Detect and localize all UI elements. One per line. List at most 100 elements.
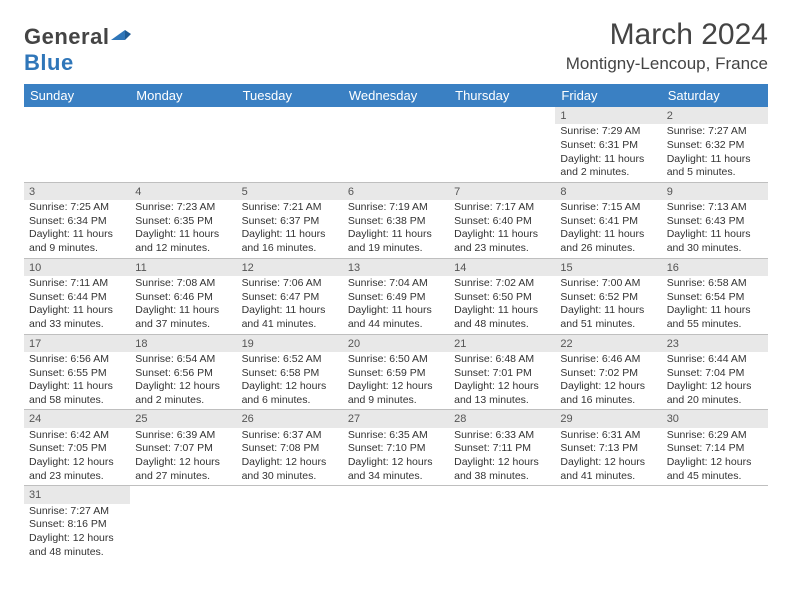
daylight-line: Daylight: 11 hours and 12 minutes. [135, 228, 231, 255]
daylight-line: Daylight: 12 hours and 41 minutes. [560, 456, 656, 483]
sunset-line: Sunset: 7:01 PM [454, 367, 550, 381]
sunset-line: Sunset: 6:31 PM [560, 139, 656, 153]
sunrise-line: Sunrise: 7:08 AM [135, 277, 231, 291]
day-details: Sunrise: 6:46 AMSunset: 7:02 PMDaylight:… [555, 352, 661, 410]
day-details: Sunrise: 7:17 AMSunset: 6:40 PMDaylight:… [449, 200, 555, 258]
daylight-line: Daylight: 11 hours and 48 minutes. [454, 304, 550, 331]
daylight-line: Daylight: 11 hours and 2 minutes. [560, 153, 656, 180]
daylight-line: Daylight: 11 hours and 55 minutes. [667, 304, 763, 331]
day-number: 10 [24, 259, 130, 276]
daylight-line: Daylight: 11 hours and 19 minutes. [348, 228, 444, 255]
daylight-line: Daylight: 11 hours and 26 minutes. [560, 228, 656, 255]
sunset-line: Sunset: 6:49 PM [348, 291, 444, 305]
daylight-line: Daylight: 12 hours and 2 minutes. [135, 380, 231, 407]
day-number: 17 [24, 335, 130, 352]
day-details: Sunrise: 6:31 AMSunset: 7:13 PMDaylight:… [555, 428, 661, 486]
sunrise-line: Sunrise: 7:02 AM [454, 277, 550, 291]
sunrise-line: Sunrise: 6:54 AM [135, 353, 231, 367]
daylight-line: Daylight: 11 hours and 16 minutes. [242, 228, 338, 255]
day-details: Sunrise: 7:19 AMSunset: 6:38 PMDaylight:… [343, 200, 449, 258]
day-details: Sunrise: 7:27 AMSunset: 6:32 PMDaylight:… [662, 124, 768, 182]
col-header: Saturday [662, 84, 768, 107]
daylight-line: Daylight: 11 hours and 9 minutes. [29, 228, 125, 255]
daylight-line: Daylight: 12 hours and 16 minutes. [560, 380, 656, 407]
daylight-line: Daylight: 11 hours and 41 minutes. [242, 304, 338, 331]
sunset-line: Sunset: 7:05 PM [29, 442, 125, 456]
day-number: 30 [662, 410, 768, 427]
day-details: Sunrise: 6:54 AMSunset: 6:56 PMDaylight:… [130, 352, 236, 410]
sunset-line: Sunset: 7:10 PM [348, 442, 444, 456]
sunset-line: Sunset: 6:35 PM [135, 215, 231, 229]
sunrise-line: Sunrise: 7:29 AM [560, 125, 656, 139]
sunrise-line: Sunrise: 7:19 AM [348, 201, 444, 215]
day-cell: .. [130, 486, 236, 561]
day-cell: 21Sunrise: 6:48 AMSunset: 7:01 PMDayligh… [449, 334, 555, 410]
logo: GeneralBlue [24, 18, 131, 76]
day-cell: 9Sunrise: 7:13 AMSunset: 6:43 PMDaylight… [662, 182, 768, 258]
title-block: March 2024 Montigny-Lencoup, France [566, 18, 768, 74]
sunrise-line: Sunrise: 6:39 AM [135, 429, 231, 443]
week-row: 24Sunrise: 6:42 AMSunset: 7:05 PMDayligh… [24, 410, 768, 486]
day-cell: 12Sunrise: 7:06 AMSunset: 6:47 PMDayligh… [237, 258, 343, 334]
sunrise-line: Sunrise: 6:46 AM [560, 353, 656, 367]
daylight-line: Daylight: 11 hours and 58 minutes. [29, 380, 125, 407]
day-cell: 2Sunrise: 7:27 AMSunset: 6:32 PMDaylight… [662, 107, 768, 182]
sunset-line: Sunset: 6:55 PM [29, 367, 125, 381]
day-number: 28 [449, 410, 555, 427]
day-details: Sunrise: 6:39 AMSunset: 7:07 PMDaylight:… [130, 428, 236, 486]
day-number: 11 [130, 259, 236, 276]
day-details: Sunrise: 7:06 AMSunset: 6:47 PMDaylight:… [237, 276, 343, 334]
sunset-line: Sunset: 6:56 PM [135, 367, 231, 381]
day-cell: 4Sunrise: 7:23 AMSunset: 6:35 PMDaylight… [130, 182, 236, 258]
sunrise-line: Sunrise: 7:04 AM [348, 277, 444, 291]
sunset-line: Sunset: 7:14 PM [667, 442, 763, 456]
day-cell: 1Sunrise: 7:29 AMSunset: 6:31 PMDaylight… [555, 107, 661, 182]
sunrise-line: Sunrise: 6:42 AM [29, 429, 125, 443]
col-header: Wednesday [343, 84, 449, 107]
sunrise-line: Sunrise: 7:00 AM [560, 277, 656, 291]
day-number: 1 [555, 107, 661, 124]
day-cell: .. [24, 107, 130, 182]
day-number: 23 [662, 335, 768, 352]
sunset-line: Sunset: 6:37 PM [242, 215, 338, 229]
day-cell: 27Sunrise: 6:35 AMSunset: 7:10 PMDayligh… [343, 410, 449, 486]
day-number: 14 [449, 259, 555, 276]
sunset-line: Sunset: 7:11 PM [454, 442, 550, 456]
week-row: 10Sunrise: 7:11 AMSunset: 6:44 PMDayligh… [24, 258, 768, 334]
location: Montigny-Lencoup, France [566, 54, 768, 74]
sunset-line: Sunset: 7:04 PM [667, 367, 763, 381]
sunrise-line: Sunrise: 7:25 AM [29, 201, 125, 215]
calendar-table: SundayMondayTuesdayWednesdayThursdayFrid… [24, 84, 768, 561]
daylight-line: Daylight: 12 hours and 9 minutes. [348, 380, 444, 407]
sunset-line: Sunset: 6:38 PM [348, 215, 444, 229]
day-details: Sunrise: 7:25 AMSunset: 6:34 PMDaylight:… [24, 200, 130, 258]
sunrise-line: Sunrise: 6:29 AM [667, 429, 763, 443]
day-cell: .. [343, 486, 449, 561]
day-cell: 29Sunrise: 6:31 AMSunset: 7:13 PMDayligh… [555, 410, 661, 486]
day-number: 26 [237, 410, 343, 427]
day-number: 16 [662, 259, 768, 276]
sunrise-line: Sunrise: 6:48 AM [454, 353, 550, 367]
day-cell: .. [555, 486, 661, 561]
day-cell: 14Sunrise: 7:02 AMSunset: 6:50 PMDayligh… [449, 258, 555, 334]
sunset-line: Sunset: 7:02 PM [560, 367, 656, 381]
sunset-line: Sunset: 6:41 PM [560, 215, 656, 229]
day-details: Sunrise: 7:11 AMSunset: 6:44 PMDaylight:… [24, 276, 130, 334]
month-title: March 2024 [566, 18, 768, 52]
day-cell: 8Sunrise: 7:15 AMSunset: 6:41 PMDaylight… [555, 182, 661, 258]
day-details: Sunrise: 6:33 AMSunset: 7:11 PMDaylight:… [449, 428, 555, 486]
sunrise-line: Sunrise: 7:17 AM [454, 201, 550, 215]
day-cell: 30Sunrise: 6:29 AMSunset: 7:14 PMDayligh… [662, 410, 768, 486]
day-cell: 3Sunrise: 7:25 AMSunset: 6:34 PMDaylight… [24, 182, 130, 258]
logo-part2: Blue [24, 50, 74, 75]
daylight-line: Daylight: 11 hours and 5 minutes. [667, 153, 763, 180]
day-cell: 24Sunrise: 6:42 AMSunset: 7:05 PMDayligh… [24, 410, 130, 486]
day-cell: 20Sunrise: 6:50 AMSunset: 6:59 PMDayligh… [343, 334, 449, 410]
day-cell: 10Sunrise: 7:11 AMSunset: 6:44 PMDayligh… [24, 258, 130, 334]
day-cell: 28Sunrise: 6:33 AMSunset: 7:11 PMDayligh… [449, 410, 555, 486]
day-details: Sunrise: 6:44 AMSunset: 7:04 PMDaylight:… [662, 352, 768, 410]
daylight-line: Daylight: 12 hours and 23 minutes. [29, 456, 125, 483]
day-cell: 16Sunrise: 6:58 AMSunset: 6:54 PMDayligh… [662, 258, 768, 334]
col-header: Friday [555, 84, 661, 107]
day-cell: 23Sunrise: 6:44 AMSunset: 7:04 PMDayligh… [662, 334, 768, 410]
